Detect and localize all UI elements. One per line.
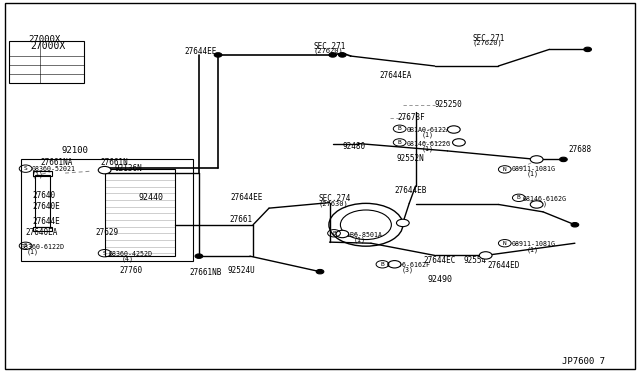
Text: (27620): (27620)	[314, 48, 344, 54]
Text: (27620): (27620)	[473, 40, 502, 46]
Text: 0B1A0-6122A: 0B1A0-6122A	[406, 127, 451, 133]
Text: 92480: 92480	[342, 142, 365, 151]
Text: 27673F: 27673F	[397, 113, 426, 122]
Circle shape	[559, 157, 567, 161]
Text: (1): (1)	[27, 248, 39, 255]
Bar	[33, 227, 52, 231]
Text: 92136N: 92136N	[115, 164, 143, 173]
Text: 925250: 925250	[435, 100, 463, 109]
Circle shape	[479, 252, 492, 259]
Circle shape	[195, 254, 203, 259]
Text: 27000X: 27000X	[29, 35, 61, 44]
Text: N: N	[503, 167, 507, 172]
Text: 27644EC: 27644EC	[423, 256, 456, 265]
Text: (1): (1)	[422, 145, 434, 151]
Text: SEC.271: SEC.271	[473, 34, 506, 43]
Text: 27661NB: 27661NB	[189, 268, 221, 277]
Text: (1): (1)	[536, 201, 547, 207]
Circle shape	[447, 126, 460, 133]
Text: B: B	[398, 140, 401, 145]
Text: 27688: 27688	[568, 145, 591, 154]
Circle shape	[336, 230, 349, 238]
Text: 92552N: 92552N	[396, 154, 424, 163]
Circle shape	[452, 139, 465, 146]
Text: 27640EA: 27640EA	[26, 228, 58, 237]
Text: S: S	[103, 251, 106, 256]
Circle shape	[531, 201, 543, 208]
Circle shape	[531, 156, 543, 163]
Text: 27644EE: 27644EE	[185, 47, 218, 56]
Text: SEC.274: SEC.274	[319, 195, 351, 203]
Text: (1): (1)	[527, 246, 539, 253]
Text: 08156-6162F: 08156-6162F	[387, 262, 431, 268]
Text: N: N	[503, 241, 507, 246]
Text: 27640: 27640	[32, 191, 55, 200]
Text: 27644EE: 27644EE	[231, 193, 263, 202]
Text: 92490: 92490	[427, 275, 452, 283]
Text: 92440: 92440	[138, 193, 163, 202]
Circle shape	[388, 260, 401, 268]
Text: 27661NA: 27661NA	[41, 157, 73, 167]
Text: B: B	[517, 195, 521, 200]
Text: S: S	[24, 166, 28, 171]
Text: 92100: 92100	[62, 147, 89, 155]
Text: 08146-6122G: 08146-6122G	[406, 141, 451, 147]
Text: 27661N: 27661N	[100, 157, 128, 167]
Bar	[9, 41, 84, 83]
Text: (1): (1)	[422, 132, 434, 138]
Text: 08360-52021: 08360-52021	[32, 166, 76, 172]
Text: 08360-4252D: 08360-4252D	[108, 251, 152, 257]
Text: 27644ED: 27644ED	[487, 261, 519, 270]
Text: (4): (4)	[121, 256, 133, 262]
Text: (27630): (27630)	[319, 201, 348, 207]
Text: 27644EA: 27644EA	[380, 71, 412, 80]
Text: 27640E: 27640E	[32, 202, 60, 211]
Text: 08146-6162G: 08146-6162G	[523, 196, 566, 202]
Bar	[20, 159, 193, 260]
Text: S: S	[24, 243, 28, 248]
Bar	[33, 171, 52, 176]
Text: 081B6-8501A: 081B6-8501A	[339, 232, 383, 238]
Text: SEC.271: SEC.271	[314, 42, 346, 51]
Text: B: B	[398, 126, 401, 131]
Text: 08911-1081G: 08911-1081G	[511, 241, 555, 247]
Text: (1): (1)	[32, 171, 44, 178]
Circle shape	[339, 53, 346, 57]
Text: (1): (1)	[527, 171, 539, 177]
Text: 27661: 27661	[230, 215, 253, 224]
Circle shape	[99, 166, 111, 174]
Text: 27644EB: 27644EB	[394, 186, 427, 195]
Circle shape	[214, 53, 222, 57]
Text: B: B	[381, 262, 385, 267]
Text: 92554: 92554	[463, 256, 486, 265]
Text: 92524U: 92524U	[228, 266, 255, 275]
Circle shape	[316, 269, 324, 274]
Circle shape	[396, 219, 409, 227]
Circle shape	[584, 47, 591, 52]
Text: (1): (1)	[353, 236, 365, 243]
Circle shape	[571, 222, 579, 227]
Bar	[35, 175, 51, 227]
Text: 27000X: 27000X	[30, 41, 65, 51]
Text: JP7600 7: JP7600 7	[562, 357, 605, 366]
Text: 08911-1081G: 08911-1081G	[511, 166, 555, 172]
Text: 27760: 27760	[119, 266, 142, 275]
Circle shape	[329, 53, 337, 57]
Text: 27644E: 27644E	[32, 217, 60, 225]
Text: B: B	[332, 231, 336, 236]
Text: 27629: 27629	[96, 228, 119, 237]
Text: 08360-6122D: 08360-6122D	[20, 244, 65, 250]
Bar	[104, 169, 175, 256]
Text: (3): (3)	[401, 267, 413, 273]
